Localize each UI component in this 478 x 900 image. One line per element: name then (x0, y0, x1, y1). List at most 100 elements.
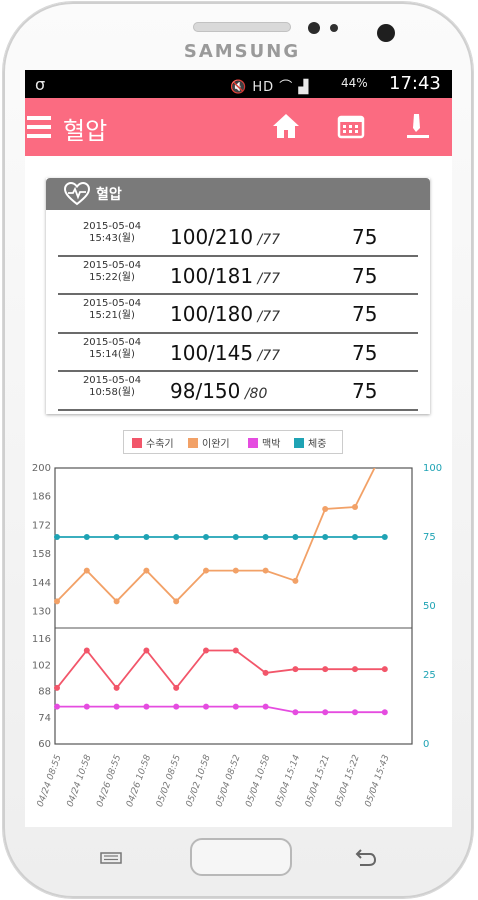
record-pulse: 75 (352, 225, 378, 249)
data-point (143, 647, 150, 654)
data-point (143, 567, 150, 574)
data-point (203, 534, 209, 540)
chart-plot-area (54, 467, 413, 745)
app-title: 혈압 (63, 117, 108, 145)
data-point (203, 703, 209, 710)
x-tick-label: 05/04 08:52 (215, 753, 243, 808)
data-point (113, 703, 120, 710)
y-tick-label: 158 (32, 549, 51, 560)
blood-pressure-chart: 200 186 172 158 144 130 116 102 88 74 60 100 75 50 25 0… (32, 463, 442, 809)
y-tick-label: 200 (32, 463, 51, 474)
battery-level: 44% (341, 76, 368, 90)
y2-tick-label: 0 (423, 739, 429, 750)
menu-key-icon[interactable] (100, 852, 122, 864)
record-row-partial[interactable]: 2015-05-04 (58, 411, 418, 415)
y-tick-label: 116 (32, 634, 51, 645)
x-tick-label: 04/26 08:55 (95, 753, 123, 808)
record-datetime: 2015-05-04 15:21(월) (82, 298, 142, 321)
data-point (203, 647, 209, 654)
legend-item-diastolic: 이완기 (188, 435, 230, 450)
edit-icon[interactable] (405, 112, 431, 140)
x-tick-label: 05/04 15:22 (334, 753, 362, 808)
clock: 17:43 (389, 73, 441, 94)
earpiece-speaker (193, 22, 291, 32)
y-tick-label: 186 (32, 492, 51, 503)
brand-logo: SAMSUNG (183, 41, 301, 62)
record-bp: 100/145 /77 (170, 340, 281, 365)
data-point (381, 709, 388, 716)
x-tick-label: 05/04 15:43 (364, 753, 392, 808)
record-row[interactable]: 2015-05-04 15:21(월) 100/180 /77 75 (58, 295, 418, 334)
record-datetime: 2015-05-04 15:14(월) (82, 336, 142, 360)
status-icons: 🔇 HD ⌒ ▟ (230, 80, 310, 95)
x-tick-label: 05/04 15:14 (274, 753, 302, 808)
data-point (292, 577, 299, 584)
series-line (57, 705, 385, 714)
x-tick-label: 04/26 10:58 (125, 753, 153, 808)
calendar-icon[interactable] (337, 112, 365, 140)
y-tick-label: 130 (32, 607, 51, 618)
data-point (381, 666, 388, 673)
data-point (262, 567, 269, 574)
data-point (232, 703, 239, 710)
y2-tick-label: 50 (423, 601, 436, 612)
card-title: 혈압 (96, 187, 122, 203)
card-header: 혈압 (46, 178, 430, 210)
data-point (54, 598, 60, 605)
record-row[interactable]: 2015-05-04 15:43(월) 100/210 /77 75 (58, 218, 418, 257)
data-point (173, 534, 180, 540)
data-point (292, 666, 299, 673)
data-point (292, 534, 299, 540)
chart-legend: 수축기 이완기 맥박 체중 (123, 430, 343, 454)
data-point (143, 534, 150, 540)
data-point (352, 709, 358, 716)
home-key[interactable] (190, 838, 292, 876)
data-point (232, 567, 239, 574)
data-point (203, 567, 209, 574)
data-point (352, 503, 358, 510)
data-point (54, 684, 60, 691)
x-tick-label: 04/24 10:58 (66, 753, 94, 808)
data-point (292, 709, 299, 716)
back-key-icon[interactable] (352, 848, 378, 868)
y-tick-label: 172 (32, 520, 51, 531)
data-point (54, 534, 60, 540)
data-point (262, 703, 269, 710)
blood-pressure-card: 혈압 2015-05-04 15:43(월) 100/210 /77 75 201… (46, 178, 430, 414)
notification-icon: σ (35, 75, 46, 94)
y2-tick-label: 75 (423, 532, 436, 543)
record-datetime: 2015-05-04 10:58(월) (82, 375, 142, 398)
record-row[interactable]: 2015-05-04 15:22(월) 100/181 /77 75 (58, 257, 418, 295)
legend-item-systolic: 수축기 (132, 435, 174, 450)
sensor-dot (308, 22, 320, 34)
data-point (232, 534, 239, 540)
legend-item-weight: 체중 (294, 435, 326, 450)
x-tick-label: 05/02 10:58 (185, 753, 213, 808)
legend-item-pulse: 맥박 (248, 435, 280, 450)
x-tick-label: 05/04 10:58 (244, 753, 272, 808)
data-point (232, 647, 239, 654)
data-point (322, 506, 329, 513)
data-point (173, 598, 180, 605)
record-row[interactable]: 2015-05-04 10:58(월) 98/150 /80 75 (58, 372, 418, 411)
y-tick-label: 88 (38, 687, 51, 698)
sensor-dot-small (330, 24, 338, 32)
y-tick-label: 102 (32, 660, 51, 671)
record-row[interactable]: 2015-05-04 15:14(월) 100/145 /77 75 (58, 334, 418, 372)
data-point (83, 647, 90, 654)
data-point (322, 666, 329, 673)
record-datetime: 2015-05-04 (58, 414, 166, 415)
record-pulse: 75 (352, 302, 378, 326)
data-point (173, 703, 180, 710)
record-bp: 100/210 /77 (170, 225, 281, 249)
record-datetime: 2015-05-04 15:22(월) (82, 259, 142, 283)
x-tick-label: 05/02 08:55 (155, 753, 183, 808)
menu-icon[interactable] (27, 116, 53, 140)
y-tick-label: 144 (32, 578, 51, 589)
data-point (83, 567, 90, 574)
x-tick-label: 05/04 15:21 (304, 754, 332, 809)
home-icon[interactable] (271, 111, 301, 141)
data-point (54, 703, 60, 710)
data-point (262, 534, 269, 540)
